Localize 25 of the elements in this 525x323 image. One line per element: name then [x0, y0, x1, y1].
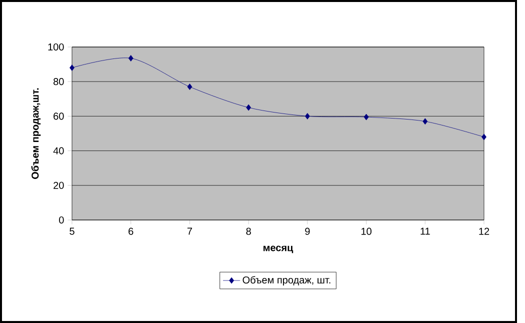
x-tick-label: 6: [128, 228, 134, 235]
x-tick-label: 12: [479, 228, 490, 235]
y-tick-label: 80: [54, 78, 64, 86]
x-tick-label: 8: [246, 228, 251, 235]
x-tick-label: 11: [420, 228, 430, 235]
point: [70, 64, 74, 71]
y-tick-label: 20: [54, 182, 64, 189]
point: [246, 104, 252, 111]
y-tick-label: 0: [59, 216, 64, 224]
y-axis-title: Объем продаж,шт.: [31, 88, 41, 179]
x-axis-title: месяц: [264, 246, 294, 254]
y-tick-label: 40: [53, 147, 64, 154]
y-tick-label: 100: [48, 43, 64, 51]
x-tick-label: 9: [305, 228, 310, 235]
x-tick-label: 10: [361, 228, 372, 235]
y-tick-label: 60: [54, 112, 64, 120]
point: [364, 114, 369, 120]
point: [187, 84, 192, 90]
x-tick-label: 7: [187, 228, 192, 235]
x-tick-label: 5: [70, 228, 74, 235]
point: [128, 55, 134, 62]
point: [482, 134, 486, 140]
legend-label: Объем продаж, шт.: [242, 276, 330, 286]
point: [422, 118, 428, 125]
point: [304, 112, 310, 120]
